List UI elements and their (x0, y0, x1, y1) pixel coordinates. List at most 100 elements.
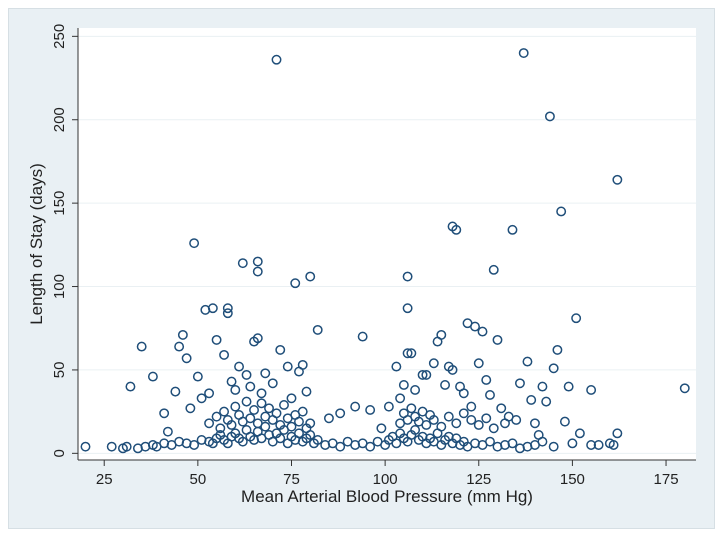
y-tick-label: 250 (51, 24, 68, 49)
data-point (226, 420, 237, 430)
data-point (312, 324, 323, 335)
tick-labels: 0 50 100 150 200 250 25 50 75 100 125 150 175 (51, 24, 679, 488)
data-point (80, 441, 91, 452)
data-point (537, 381, 548, 392)
data-point (492, 334, 503, 345)
data-point (548, 363, 559, 374)
data-point (226, 376, 237, 387)
data-point (211, 411, 222, 422)
data-point (256, 398, 267, 409)
data-point (177, 329, 188, 340)
data-point (264, 403, 274, 414)
x-tick-label: 125 (466, 471, 491, 488)
data-point (612, 428, 623, 439)
data-point (395, 393, 406, 404)
data-point (294, 428, 304, 439)
x-tick-label: 50 (190, 471, 207, 488)
data-point (252, 256, 263, 267)
data-point (466, 401, 477, 412)
data-point (440, 379, 451, 390)
data-point (174, 341, 185, 352)
data-point (204, 418, 215, 429)
data-point (417, 369, 428, 380)
y-tick-label: 200 (51, 107, 68, 132)
data-point (559, 416, 570, 427)
data-point (245, 413, 256, 424)
data-point (162, 426, 173, 437)
data-point (275, 420, 286, 430)
data-point (458, 388, 469, 399)
data-point (297, 359, 308, 370)
data-point (260, 368, 271, 379)
data-point (121, 441, 132, 452)
data-point (406, 348, 417, 359)
data-point (488, 264, 499, 275)
data-point (515, 378, 525, 389)
data-point (556, 206, 567, 217)
data-point (350, 401, 361, 412)
x-tick-label: 150 (560, 471, 585, 488)
data-point (136, 341, 147, 352)
data-point (391, 438, 402, 449)
data-point (481, 374, 492, 385)
data-point (230, 384, 241, 395)
plot-area (78, 28, 696, 460)
data-point (612, 174, 623, 185)
data-point (533, 430, 544, 440)
y-tick-label: 50 (51, 362, 68, 379)
data-point (365, 405, 376, 415)
data-point (518, 48, 529, 58)
data-point (428, 415, 439, 425)
data-point (147, 371, 158, 382)
data-point (271, 54, 282, 65)
data-point (189, 440, 200, 450)
data-point (106, 441, 117, 452)
data-point (365, 441, 376, 452)
data-point (125, 381, 136, 392)
data-point (398, 379, 409, 390)
data-point (271, 408, 282, 419)
data-point (507, 438, 518, 449)
y-tick-label: 150 (51, 191, 68, 216)
data-point (421, 420, 432, 430)
data-point (181, 353, 192, 364)
data-point (275, 344, 286, 355)
x-tick-label: 175 (654, 471, 679, 488)
data-point (383, 401, 394, 412)
data-point (222, 308, 233, 319)
data-point (282, 361, 293, 372)
data-point (473, 358, 484, 369)
data-point (481, 413, 492, 424)
data-point (196, 393, 207, 404)
data-point (458, 408, 469, 419)
data-point (544, 111, 555, 122)
data-point (249, 405, 259, 415)
data-point (567, 438, 578, 449)
data-point (410, 425, 421, 435)
data-point (357, 331, 368, 342)
y-tick-label: 0 (51, 449, 68, 457)
data-point (608, 440, 619, 450)
data-point (477, 326, 488, 337)
data-point (529, 418, 540, 429)
data-point (204, 388, 215, 399)
data-point (552, 344, 563, 355)
data-point (252, 418, 263, 429)
data-point (548, 441, 559, 452)
data-point (470, 321, 480, 332)
gridlines (78, 35, 696, 454)
data-point (436, 421, 447, 432)
data-point (312, 435, 323, 445)
x-tick-label: 100 (373, 471, 398, 488)
data-point (335, 408, 346, 419)
data-point (241, 396, 252, 407)
data-point (485, 436, 495, 447)
data-point (305, 418, 316, 429)
data-point (215, 423, 226, 434)
data-point (526, 395, 537, 405)
data-point (256, 388, 267, 399)
data-point (586, 440, 597, 450)
data-point (522, 356, 533, 367)
y-tick-label: 100 (51, 274, 68, 299)
x-axis-title: Mean Arterial Blood Pressure (mm Hg) (241, 487, 533, 506)
